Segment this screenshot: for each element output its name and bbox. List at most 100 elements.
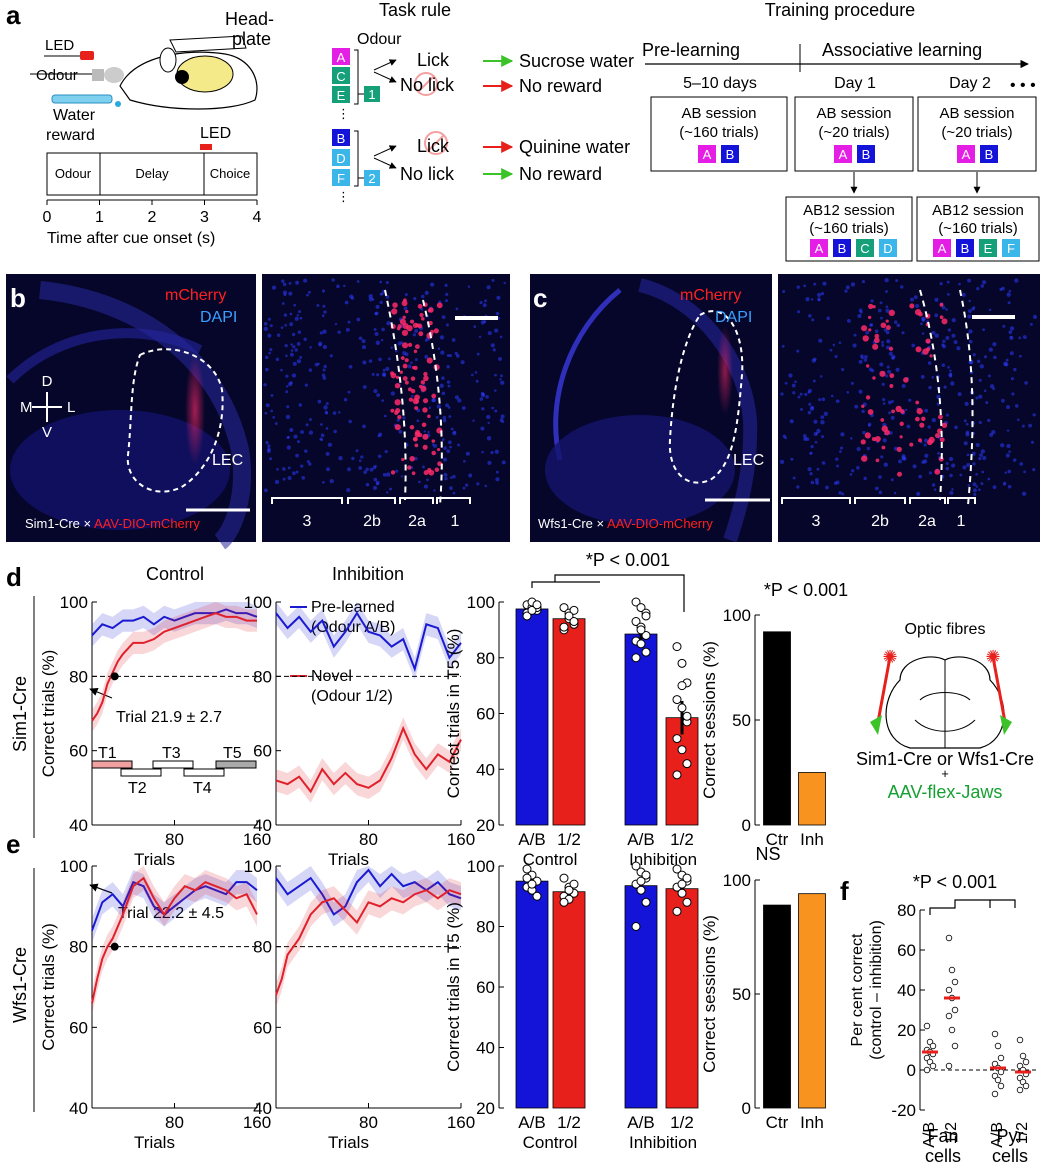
- dapi-dot: [498, 357, 502, 361]
- series-line-novel: [275, 725, 462, 794]
- dapi-dot: [832, 343, 836, 347]
- dapi-dot: [362, 385, 367, 389]
- y-tick-label: 50: [732, 985, 751, 1004]
- dapi-dot: [1006, 292, 1011, 297]
- dapi-dot: [385, 295, 390, 299]
- odour-box-f: [332, 169, 350, 186]
- svg-text:C: C: [336, 69, 345, 84]
- data-point: [569, 617, 579, 627]
- phase-choice: Choice: [210, 166, 250, 181]
- dapi-dot: [403, 306, 408, 311]
- dapi-dot: [301, 476, 306, 480]
- row-label-wfs1: Wfs1-Cre: [10, 947, 30, 1023]
- dapi-dot: [893, 320, 898, 324]
- dapi-dot: [1019, 354, 1022, 358]
- series-line-novel: [91, 612, 257, 722]
- mcherry-dot: [404, 380, 409, 385]
- dapi-dot: [908, 398, 912, 402]
- dapi-dot: [972, 482, 977, 487]
- lec-label-c: LEC: [733, 452, 764, 469]
- y-tick-label: 60: [69, 1018, 88, 1037]
- dapi-dot: [298, 403, 302, 407]
- mcherry-dot: [392, 302, 398, 308]
- dapi-dot: [879, 362, 884, 367]
- dapi-dot: [413, 296, 417, 301]
- dapi-dot: [961, 292, 966, 297]
- mcherry-dot: [917, 438, 923, 443]
- panel-e-letter: e: [6, 829, 20, 859]
- caption-b: Sim1-Cre × AAV-DIO-mCherry: [25, 516, 200, 531]
- dapi-dot: [424, 290, 429, 295]
- mcherry-dot: [399, 318, 407, 325]
- dapi-dot: [846, 319, 851, 323]
- dapi-dot: [865, 330, 870, 335]
- svg-text:E: E: [337, 88, 346, 103]
- dapi-dot: [486, 414, 491, 420]
- dapi-dot: [396, 418, 400, 422]
- dapi-dot: [326, 467, 330, 472]
- dapi-dot: [460, 360, 465, 365]
- bar: [665, 888, 699, 1109]
- dapi-dot: [846, 391, 850, 394]
- dapi-dot: [1008, 289, 1012, 293]
- svg-text:B: B: [838, 241, 847, 256]
- dapi-dot: [789, 419, 794, 424]
- x-tick-label: 80: [165, 830, 184, 849]
- dapi-dot: [321, 289, 326, 293]
- dapi-dot: [1032, 413, 1036, 417]
- mcherry-dot: [862, 335, 869, 342]
- dapi-dot: [309, 418, 312, 421]
- dapi-dot: [321, 373, 326, 377]
- mcherry-dot: [880, 322, 887, 329]
- dapi-dot: [796, 349, 800, 353]
- svg-text:AB session: AB session: [939, 105, 1014, 122]
- dapi-dot: [276, 468, 279, 471]
- bar: [552, 618, 586, 826]
- data-point: [564, 611, 574, 621]
- dapi-dot: [322, 376, 327, 380]
- dapi-dot: [500, 380, 505, 385]
- mcherry-dot: [934, 468, 941, 475]
- dapi-dot: [323, 364, 327, 369]
- dapi-dot: [323, 310, 327, 314]
- dapi-dot: [368, 294, 373, 299]
- dapi-dot: [448, 415, 452, 418]
- dapi-dot: [479, 397, 484, 401]
- mcherry-dot: [410, 376, 416, 381]
- data-point: [641, 611, 651, 621]
- dapi-dot: [820, 415, 825, 420]
- dapi-dot: [289, 322, 294, 327]
- data-point: [1016, 1036, 1024, 1044]
- dapi-dot: [384, 450, 388, 454]
- dapi-dot: [841, 492, 845, 496]
- dapi-dot: [975, 485, 979, 488]
- x-tick-label: 80: [359, 1113, 378, 1132]
- dapi-dot: [407, 364, 412, 369]
- mcherry-dot: [909, 442, 914, 447]
- dapi-dot: [319, 331, 323, 335]
- dapi-dot: [1021, 491, 1027, 496]
- dapi-dot: [361, 345, 367, 350]
- dapi-dot: [487, 421, 490, 425]
- y-tick-label: 60: [69, 742, 88, 761]
- dapi-dot: [981, 470, 985, 474]
- group-fan: Fan: [927, 1126, 958, 1146]
- dapi-dot: [436, 404, 441, 409]
- dapi-dot: [1014, 278, 1019, 283]
- dapi-dot: [282, 290, 288, 295]
- odour-box-c: [332, 67, 350, 84]
- dapi-dot: [296, 342, 301, 346]
- dapi-dot: [385, 366, 390, 371]
- y-axis-label: Correct sessions (%): [700, 641, 719, 799]
- dapi-dot: [799, 392, 803, 396]
- mcherry-dot: [896, 446, 902, 453]
- led-device: [80, 51, 94, 60]
- dapi-dot: [823, 411, 828, 416]
- dapi-dot: [949, 473, 953, 478]
- dapi-dot: [975, 443, 980, 448]
- mcherry-dot: [928, 436, 935, 444]
- dapi-dot: [380, 338, 384, 342]
- odour-header: Odour: [357, 31, 402, 48]
- assoc-learning-label: Associative learning: [822, 40, 982, 60]
